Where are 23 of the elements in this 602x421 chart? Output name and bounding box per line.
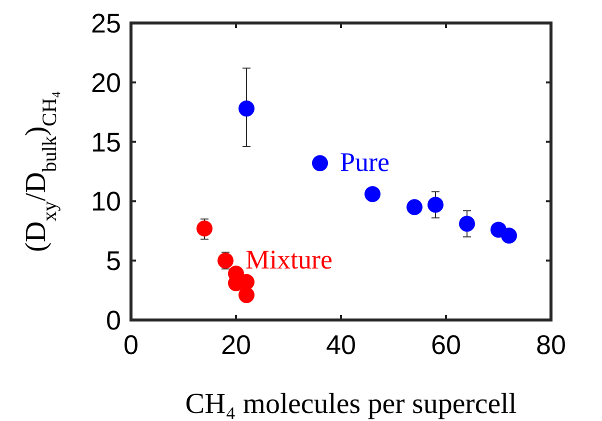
x-axis-title: CH₄ molecules per supercell (185, 388, 517, 420)
x-tick-label: 40 (326, 330, 356, 360)
series-label: Mixture (246, 244, 332, 275)
point (459, 216, 475, 232)
y-tick-label: 25 (90, 8, 121, 38)
point (501, 228, 517, 244)
point (218, 252, 234, 269)
point (428, 196, 444, 213)
point (312, 155, 328, 172)
point (196, 220, 212, 237)
point (364, 186, 380, 202)
point (238, 100, 254, 117)
point (238, 287, 254, 304)
y-tick-label: 0 (106, 305, 121, 336)
y-tick-label: 5 (106, 246, 121, 276)
y-tick-label: 20 (90, 68, 121, 98)
x-tick-label: 80 (536, 330, 566, 360)
x-tick-label: 20 (220, 330, 252, 360)
y-tick-label: 15 (90, 127, 121, 158)
series-label: Pure (340, 147, 390, 178)
point (406, 199, 422, 216)
x-tick-label: 60 (430, 330, 462, 360)
y-tick-label: 10 (90, 186, 121, 217)
